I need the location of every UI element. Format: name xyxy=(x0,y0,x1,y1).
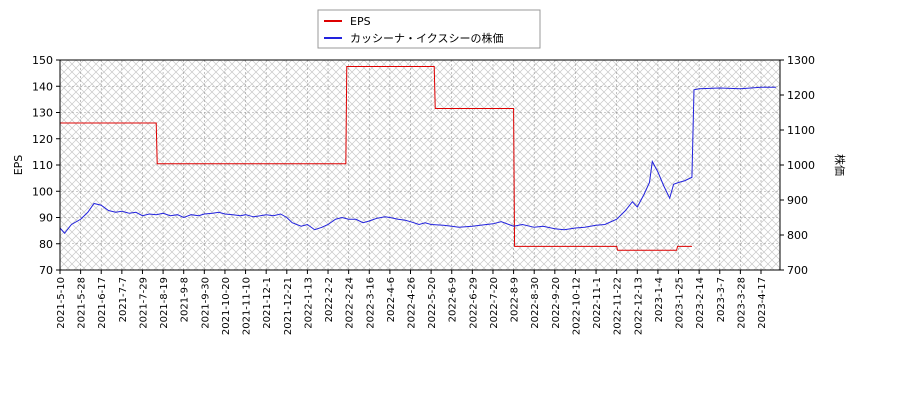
x-tick-label: 2022-5-20 xyxy=(427,277,438,329)
x-tick-label: 2022-4-6 xyxy=(386,277,397,322)
x-tick-label: 2022-3-16 xyxy=(365,277,376,329)
y2-tick-label: 900 xyxy=(787,194,808,207)
x-tick-label: 2023-1-4 xyxy=(654,277,665,322)
x-tick-label: 2023-4-17 xyxy=(757,277,768,329)
x-tick-label: 2023-1-25 xyxy=(675,277,686,329)
x-tick-label: 2021-7-7 xyxy=(118,277,129,322)
x-tick-label: 2021-5-10 xyxy=(56,277,67,329)
x-tick-label: 2021-5-28 xyxy=(77,277,88,329)
y-tick-label: 150 xyxy=(32,54,53,67)
legend-label: EPS xyxy=(350,15,371,28)
x-tick-label: 2021-9-30 xyxy=(200,277,211,329)
y-tick-label: 120 xyxy=(32,133,53,146)
legend-label: カッシーナ・イクスシーの株価 xyxy=(350,31,503,45)
series-line xyxy=(60,66,692,251)
y2-tick-label: 1100 xyxy=(787,124,815,137)
y2-tick-label: 1000 xyxy=(787,159,815,172)
legend-box xyxy=(317,9,541,49)
y-tick-label: 130 xyxy=(32,107,53,120)
x-tick-label: 2022-8-9 xyxy=(510,277,521,322)
x-tick-label: 2022-7-20 xyxy=(489,277,500,329)
y-tick-label: 70 xyxy=(39,264,53,277)
x-tick-label: 2022-9-20 xyxy=(551,277,562,329)
x-tick-label: 2023-2-14 xyxy=(695,277,706,329)
x-tick-label: 2021-8-19 xyxy=(159,277,170,329)
x-tick-label: 2022-4-26 xyxy=(407,277,418,329)
y2-tick-label: 800 xyxy=(787,229,808,242)
y-tick-label: 80 xyxy=(39,238,53,251)
x-tick-label: 2021-12-1 xyxy=(262,277,273,329)
x-tick-label: 2023-3-28 xyxy=(736,277,747,329)
x-tick-label: 2021-11-10 xyxy=(242,277,253,335)
x-tick-label: 2022-2-2 xyxy=(324,277,335,322)
x-tick-label: 2021-6-17 xyxy=(97,277,108,329)
series-line xyxy=(59,86,776,235)
x-tick-label: 2022-6-9 xyxy=(448,277,459,322)
x-tick-label: 2022-11-1 xyxy=(592,277,603,329)
x-tick-label: 2022-8-30 xyxy=(530,277,541,329)
y-tick-label: 100 xyxy=(32,185,53,198)
x-tick-label: 2021-12-21 xyxy=(283,277,294,335)
y2-tick-label: 700 xyxy=(787,264,808,277)
y-axis-label: EPS xyxy=(12,155,25,176)
x-tick-label: 2021-10-20 xyxy=(221,277,232,335)
x-tick-label: 2022-2-24 xyxy=(345,277,356,329)
x-tick-label: 2021-7-29 xyxy=(138,277,149,329)
x-tick-label: 2022-12-13 xyxy=(633,277,644,335)
y2-axis-label: 株価 xyxy=(833,154,847,176)
x-tick-label: 2022-6-29 xyxy=(468,277,479,329)
x-tick-label: 2021-9-8 xyxy=(180,277,191,322)
x-tick-label: 2022-1-13 xyxy=(303,277,314,329)
y-tick-label: 110 xyxy=(32,159,53,172)
y2-tick-label: 1200 xyxy=(787,89,815,102)
x-tick-label: 2023-3-7 xyxy=(716,277,727,322)
x-tick-label: 2022-10-12 xyxy=(571,277,582,335)
x-tick-label: 2022-11-22 xyxy=(613,277,624,335)
y2-tick-label: 1300 xyxy=(787,54,815,67)
y-tick-label: 90 xyxy=(39,212,53,225)
y-tick-label: 140 xyxy=(32,80,53,93)
